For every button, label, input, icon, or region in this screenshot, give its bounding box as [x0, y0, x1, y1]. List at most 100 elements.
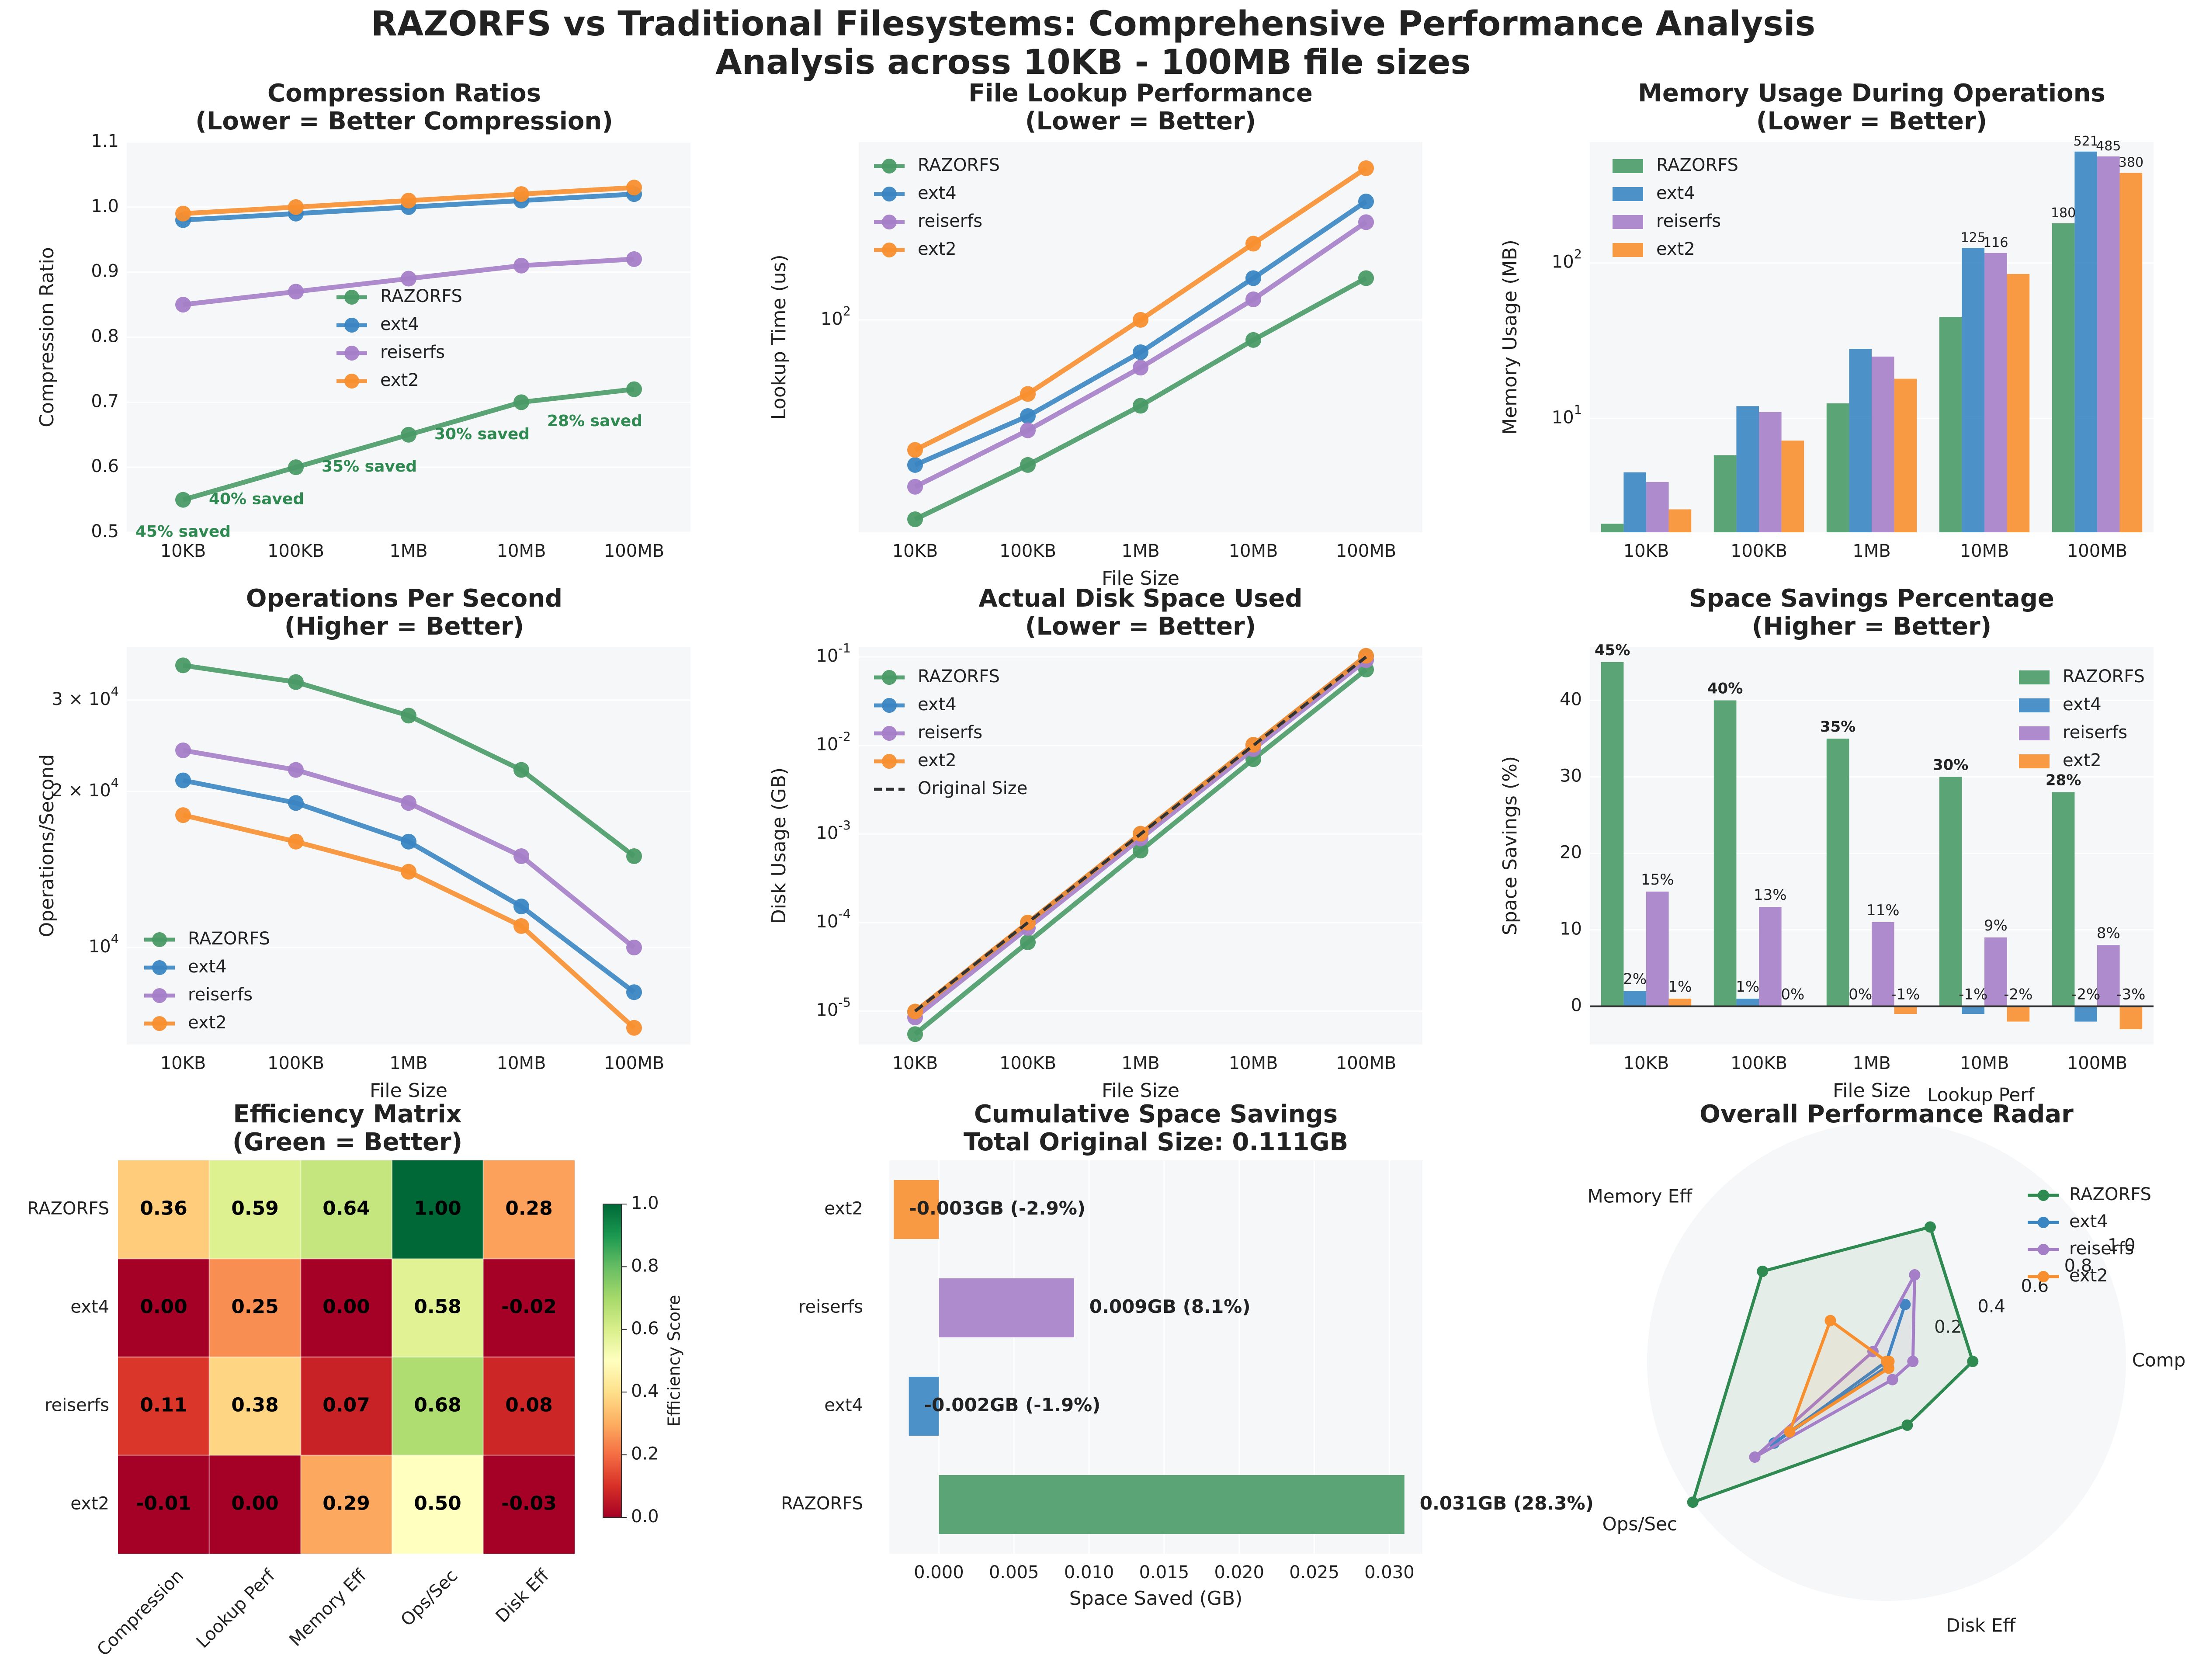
- savings-annotation: 28% saved: [547, 412, 642, 430]
- bar-ext2: [1668, 999, 1692, 1007]
- data-point: [1245, 270, 1261, 286]
- legend-label: RAZORFS: [2063, 666, 2145, 687]
- legend-label: ext4: [188, 957, 227, 977]
- heatmap-value: 0.28: [505, 1198, 553, 1220]
- radar-series-razorfs: [1690, 1225, 1974, 1505]
- radar-axis-label: Compression: [2132, 1350, 2185, 1371]
- bar-value-label: 8%: [2097, 925, 2120, 942]
- data-point: [1245, 236, 1261, 252]
- legend-marker: [2038, 1190, 2049, 1201]
- panel-title: Cumulative Space Savings: [974, 1100, 1338, 1128]
- heatmap-value: 0.08: [505, 1394, 553, 1416]
- tick-exponent: 4: [111, 684, 119, 699]
- legend-label: RAZORFS: [1656, 155, 1738, 175]
- radar-point: [1899, 1298, 1911, 1310]
- radar-point: [1784, 1426, 1796, 1438]
- bar-razorfs: [1601, 662, 1624, 1007]
- data-point: [907, 1026, 923, 1042]
- bar-value-label: 15%: [1641, 871, 1674, 889]
- y-tick-label: 102: [821, 304, 851, 329]
- radar-point: [1924, 1221, 1936, 1233]
- heatmap-cell: [118, 1259, 209, 1357]
- y-tick-label: 104: [89, 931, 119, 957]
- tick-exponent: -2: [838, 729, 851, 744]
- x-tick-label: 10KB: [160, 1053, 206, 1073]
- data-point: [626, 381, 642, 397]
- heatmap-value: -0.03: [501, 1493, 557, 1515]
- y-tick-label: 0.8: [91, 326, 119, 347]
- heatmap-cell: [301, 1160, 392, 1259]
- legend-marker: [152, 1016, 167, 1031]
- y-axis-label: Lookup Time (us): [768, 254, 790, 420]
- x-tick-label: 0.020: [1214, 1562, 1264, 1583]
- heatmap-value: 0.07: [323, 1394, 370, 1416]
- panel-title: (Higher = Better): [1752, 612, 1992, 641]
- panel-title: File Lookup Performance: [968, 79, 1313, 108]
- savings-annotation: 45% saved: [135, 523, 231, 541]
- legend-label: ext2: [188, 1013, 227, 1033]
- data-point: [401, 833, 416, 850]
- data-point: [401, 192, 416, 208]
- radar-axis-label: Lookup Perf: [1927, 1084, 2035, 1106]
- x-tick-label: 10KB: [1623, 1053, 1669, 1073]
- data-point: [1020, 408, 1036, 424]
- panel-title: Total Original Size: 0.111GB: [964, 1128, 1348, 1156]
- tick-mantissa: 10: [816, 646, 838, 666]
- bar-reiserfs: [1872, 356, 1894, 532]
- bar-reiserfs: [1984, 253, 2007, 532]
- heatmap-cell: [301, 1259, 392, 1357]
- bar-reiserfs: [1984, 937, 2007, 1007]
- heatmap-column-label: Compression: [93, 1565, 187, 1660]
- x-tick-label: 10KB: [160, 541, 206, 561]
- bar-reiserfs: [1872, 922, 1894, 1007]
- bar-ext2: [1894, 1006, 1917, 1014]
- heatmap-column-label: Memory Eff: [285, 1565, 371, 1650]
- heatmap-cell: [483, 1160, 575, 1259]
- heatmap-value: 0.00: [140, 1296, 187, 1318]
- bar-value-label: 40%: [1707, 680, 1743, 698]
- x-tick-label: 0.000: [914, 1562, 964, 1583]
- x-tick-label: 10MB: [1960, 1053, 2009, 1073]
- legend-label: ext4: [2063, 694, 2102, 715]
- x-tick-label: 100KB: [999, 1053, 1056, 1073]
- x-tick-label: 1MB: [389, 1053, 427, 1073]
- legend-swatch: [2019, 698, 2050, 712]
- legend-label: reiserfs: [188, 985, 253, 1005]
- x-tick-label: 10KB: [892, 541, 938, 561]
- chart-memory: Memory Usage During Operations(Lower = B…: [1499, 79, 2154, 561]
- data-point: [288, 833, 304, 850]
- bar-value-label: -3%: [2116, 986, 2145, 1003]
- tick-exponent: 2: [843, 304, 851, 319]
- legend-label: ext2: [918, 239, 957, 259]
- x-tick-label: 0.010: [1064, 1562, 1114, 1583]
- bar-value-label: 485: [2096, 139, 2121, 154]
- bar-value-label: 1%: [1668, 978, 1692, 996]
- y-tick-label: 10: [1560, 919, 1582, 939]
- chart-compression: Compression Ratios(Lower = Better Compre…: [36, 79, 690, 561]
- heatmap-column-label: Lookup Perf: [193, 1565, 279, 1652]
- heatmap-value: 0.00: [323, 1296, 370, 1318]
- data-point: [626, 1020, 642, 1036]
- data-point: [288, 199, 304, 215]
- data-point: [288, 762, 304, 778]
- tick-exponent: 2: [1574, 247, 1582, 262]
- heatmap-value: 0.68: [414, 1394, 461, 1416]
- data-point: [513, 848, 529, 864]
- legend-label: ext4: [380, 314, 419, 334]
- heatmap-value: -0.02: [501, 1296, 557, 1318]
- data-point: [1020, 422, 1036, 438]
- colorbar-tick-label: 0.6: [631, 1319, 659, 1339]
- heatmap-cell: [392, 1259, 483, 1357]
- data-point: [1358, 270, 1374, 286]
- legend-swatch: [1613, 243, 1643, 257]
- figure-title: RAZORFS vs Traditional Filesystems: Comp…: [371, 4, 1816, 44]
- chart-matrix: Efficiency Matrix(Green = Better) 0.36 0.5…: [27, 1100, 683, 1660]
- heatmap-cell: [209, 1259, 301, 1357]
- data-point: [175, 492, 191, 508]
- heatmap-value: 0.25: [231, 1296, 279, 1318]
- heatmap-cell: [392, 1357, 483, 1455]
- legend-label: reiserfs: [2063, 722, 2127, 743]
- savings-annotation: 35% saved: [322, 458, 417, 476]
- colorbar-tick-label: 0.2: [631, 1444, 659, 1464]
